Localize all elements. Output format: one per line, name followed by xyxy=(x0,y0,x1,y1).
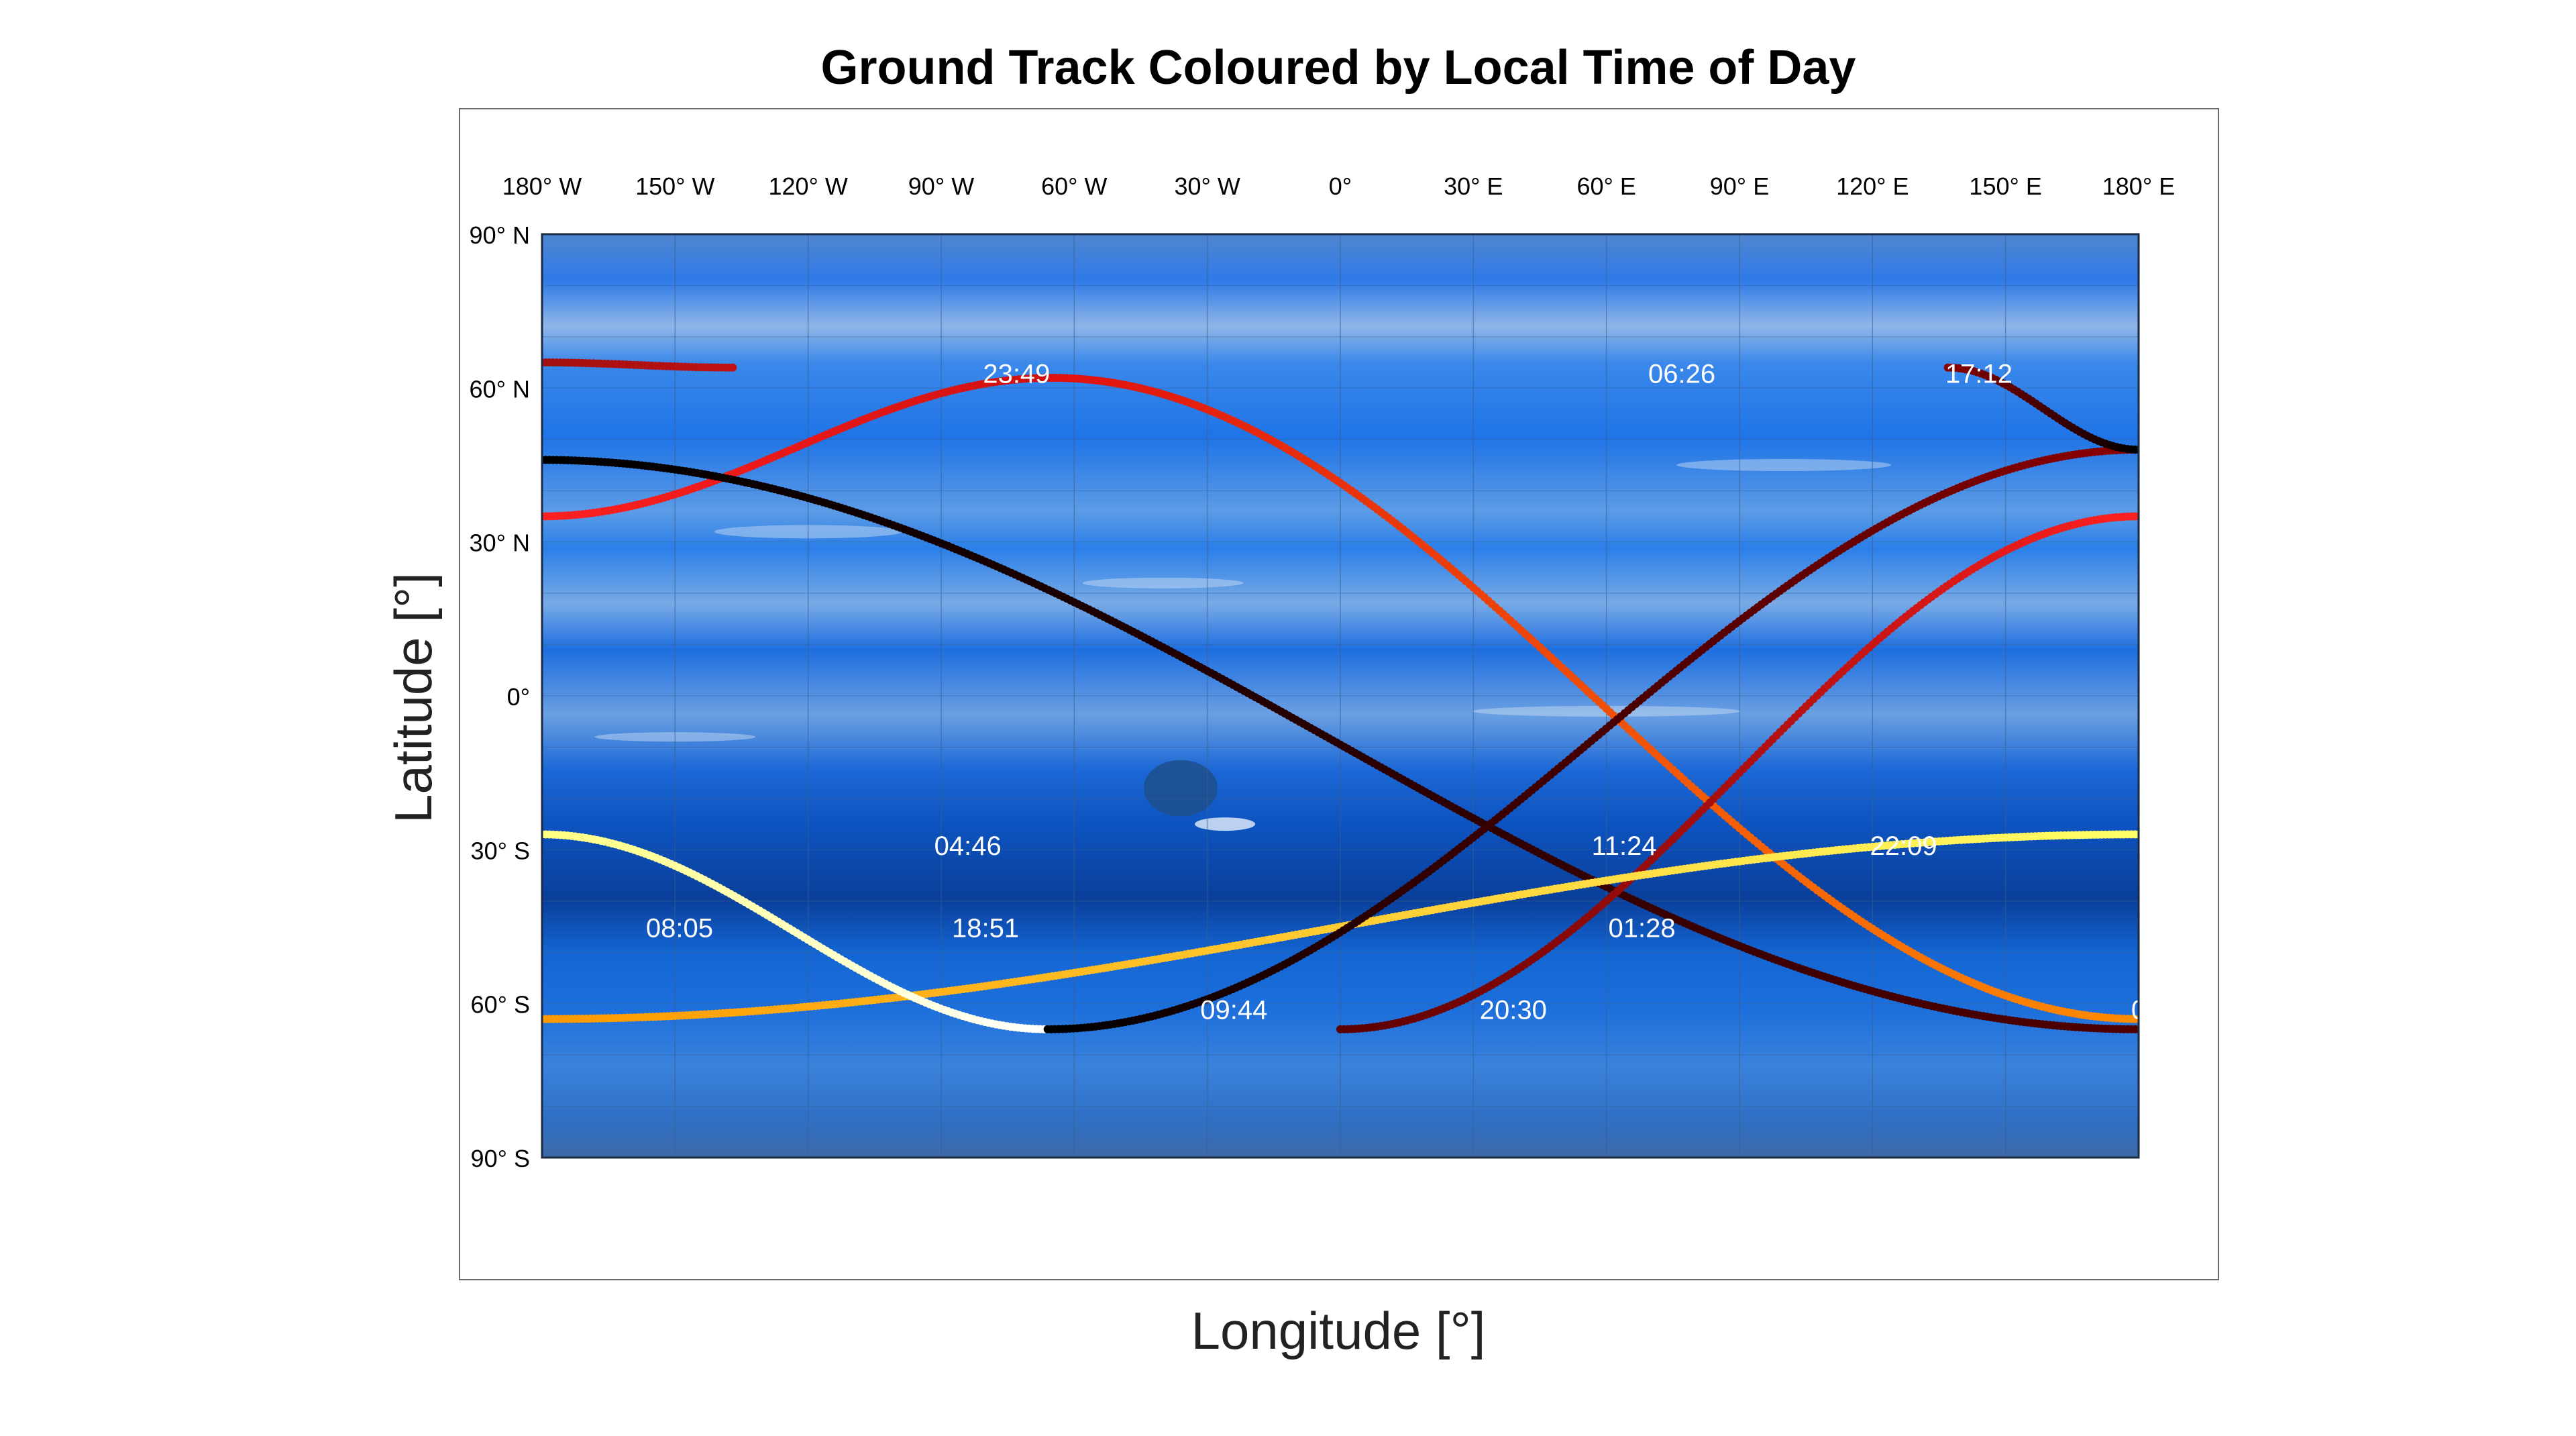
track-segment-2 xyxy=(542,374,1057,521)
time-label: 17:12 xyxy=(1945,360,2012,389)
x-tick-label: 0° xyxy=(1329,172,1352,200)
track-segment-9 xyxy=(1943,363,2139,454)
x-tick-label: 90° W xyxy=(908,172,974,200)
y-tick-labels: 90° N 60° N 30° N 0° 30° S 60° S 90° S xyxy=(470,221,530,1172)
time-label: 01:28 xyxy=(1609,913,1676,943)
track-segment-5 xyxy=(1336,512,2139,1033)
x-tick-label: 60° W xyxy=(1041,172,1107,200)
cloud-streak xyxy=(1676,459,1892,471)
time-label: 08:05 xyxy=(646,913,713,943)
x-tick-label: 150° E xyxy=(1969,172,2041,200)
time-labels: 23:49 06:26 17:12 04:46 11:24 22:09 08:05 18:51… xyxy=(646,360,2146,1025)
x-tick-label: 120° E xyxy=(1836,172,1909,200)
x-tick-label: 60° E xyxy=(1576,172,1635,200)
y-axis-label: Latitude [°] xyxy=(384,572,443,823)
y-tick-label: 0° xyxy=(507,683,530,711)
track-segment-6 xyxy=(542,830,2139,1023)
track-segment-8 xyxy=(1043,446,2139,1033)
time-label: 06:26 xyxy=(1648,360,1715,389)
track-point xyxy=(729,363,737,372)
dark-spot xyxy=(1144,760,1218,817)
time-label: 22:09 xyxy=(1870,831,1937,861)
y-tick-label: 90° N xyxy=(470,221,530,249)
time-label: 04:46 xyxy=(934,831,1002,861)
x-tick-label: 30° E xyxy=(1444,172,1503,200)
x-tick-label: 180° E xyxy=(2102,172,2175,200)
chart-title: Ground Track Coloured by Local Time of D… xyxy=(821,41,1856,95)
y-tick-label: 30° N xyxy=(470,529,530,557)
x-tick-label: 150° W xyxy=(635,172,714,200)
y-tick-label: 60° S xyxy=(471,991,530,1019)
y-tick-label: 30° S xyxy=(471,837,530,864)
time-label: 20:30 xyxy=(1480,996,1547,1025)
x-tick-labels: 180° W 150° W 120° W 90° W 60° W 30° W 0° 30° E… xyxy=(502,172,2175,200)
track-segment-3 xyxy=(1048,374,2139,1023)
x-tick-label: 120° W xyxy=(768,172,847,200)
y-tick-label: 60° N xyxy=(470,375,530,403)
time-label: 18:51 xyxy=(952,913,1019,943)
x-tick-label: 90° E xyxy=(1710,172,1769,200)
time-label: 09:44 xyxy=(1200,996,1267,1025)
y-tick-label: 90° S xyxy=(471,1145,530,1172)
x-axis-label: Longitude [°] xyxy=(1191,1301,1486,1360)
track-segment-7 xyxy=(542,830,1052,1033)
map-frame xyxy=(541,233,2140,1159)
time-label: 23:49 xyxy=(983,360,1050,389)
bright-cloud xyxy=(1195,817,1256,831)
time-label: 11:24 xyxy=(1592,831,1657,861)
ground-track xyxy=(542,358,2139,1033)
x-tick-label: 180° W xyxy=(502,172,582,200)
cloud-streak xyxy=(1082,577,1244,588)
track-segment-1 xyxy=(542,358,737,372)
x-tick-label: 30° W xyxy=(1174,172,1240,200)
